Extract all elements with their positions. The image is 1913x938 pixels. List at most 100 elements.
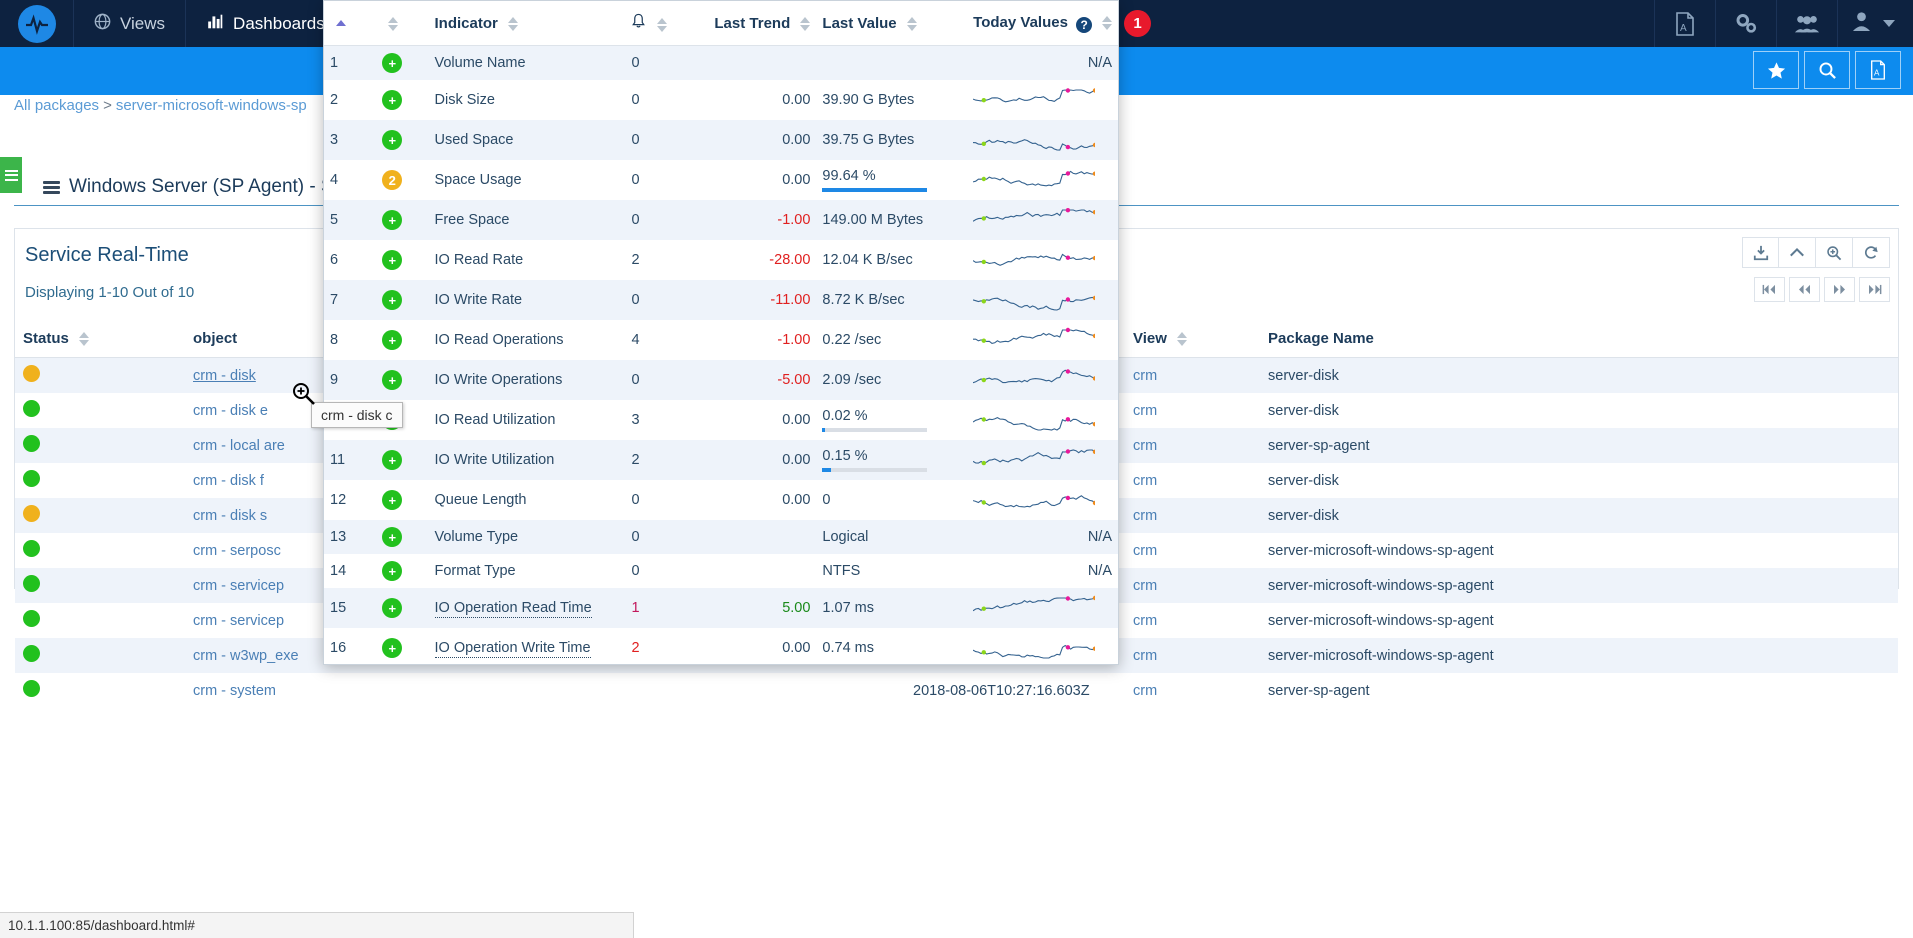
indicator-row[interactable]: 12 + Queue Length 0 0.00 0 <box>324 480 1118 520</box>
object-link[interactable]: crm - servicep <box>193 612 285 629</box>
view-link[interactable]: crm <box>1133 402 1158 419</box>
sort-icon-index[interactable] <box>336 19 346 28</box>
col-index[interactable] <box>324 1 377 46</box>
expand-badge[interactable]: + <box>382 290 403 310</box>
indicator-row[interactable]: 14 + Format Type 0 NTFS N/A <box>324 554 1118 588</box>
expand-cell[interactable]: + <box>376 520 428 554</box>
collapse-up-icon[interactable] <box>1779 237 1816 268</box>
expand-badge[interactable]: + <box>382 638 403 658</box>
next-page-button[interactable] <box>1824 277 1855 302</box>
expand-cell[interactable]: + <box>376 628 428 664</box>
indicator-name[interactable]: IO Operation Write Time <box>434 640 591 658</box>
indicator-name[interactable]: Used Space <box>434 132 514 148</box>
expand-cell[interactable]: + <box>376 554 428 588</box>
view-link[interactable]: crm <box>1133 647 1158 664</box>
expand-cell[interactable]: + <box>376 320 428 360</box>
notification-badge[interactable]: 1 <box>1124 10 1151 37</box>
sort-icon-today-values[interactable] <box>1102 15 1113 30</box>
view-link[interactable]: crm <box>1133 612 1158 629</box>
view-link[interactable]: crm <box>1133 507 1158 524</box>
expand-badge[interactable]: + <box>382 53 403 73</box>
indicator-row[interactable]: 9 + IO Write Operations 0 -5.00 2.09 /sec <box>324 360 1118 400</box>
col-status[interactable]: Status <box>15 320 185 358</box>
prev-page-button[interactable] <box>1789 277 1820 302</box>
sort-icon-last-value[interactable] <box>906 16 917 31</box>
indicator-name[interactable]: Queue Length <box>434 492 527 508</box>
indicator-name[interactable]: Volume Name <box>434 55 526 71</box>
indicator-name[interactable]: IO Write Operations <box>434 372 563 388</box>
indicator-name[interactable]: IO Read Operations <box>434 332 564 348</box>
expand-badge[interactable]: + <box>382 330 403 350</box>
object-link[interactable]: crm - disk s <box>193 507 268 524</box>
expand-cell[interactable]: 2 <box>376 160 428 200</box>
expand-badge[interactable]: + <box>382 130 403 150</box>
expand-badge[interactable]: + <box>382 598 403 618</box>
indicator-row[interactable]: 16 + IO Operation Write Time 2 0.00 0.74 ms <box>324 628 1118 664</box>
col-last-value[interactable]: Last Value <box>816 1 968 46</box>
expand-badge[interactable]: + <box>382 210 403 230</box>
expand-badge[interactable]: + <box>382 527 403 547</box>
user-menu[interactable] <box>1837 0 1913 47</box>
breadcrumb-all-packages[interactable]: All packages <box>14 97 100 114</box>
col-indicator[interactable]: Indicator <box>428 1 626 46</box>
indicator-row[interactable]: 13 + Volume Type 0 Logical N/A <box>324 520 1118 554</box>
table-row[interactable]: crm - system 2018-08-06T10:27:16.603Z crm s… <box>15 673 1898 708</box>
view-link[interactable]: crm <box>1133 542 1158 559</box>
first-page-button[interactable] <box>1754 277 1785 302</box>
indicator-name[interactable]: Volume Type <box>434 529 519 545</box>
view-link[interactable]: crm <box>1133 367 1158 384</box>
view-link[interactable]: crm <box>1133 472 1158 489</box>
indicator-row[interactable]: 15 + IO Operation Read Time 1 5.00 1.07 ms <box>324 588 1118 628</box>
expand-cell[interactable]: + <box>376 588 428 628</box>
view-link[interactable]: crm <box>1133 437 1158 454</box>
col-view[interactable]: View <box>1125 320 1260 358</box>
brand-logo[interactable] <box>0 0 73 47</box>
expand-badge[interactable]: + <box>382 370 403 390</box>
object-link[interactable]: crm - w3wp_exe <box>193 647 299 664</box>
indicator-row[interactable]: 11 + IO Write Utilization 2 0.00 0.15 % <box>324 440 1118 480</box>
breadcrumb-current[interactable]: server-microsoft-windows-sp <box>115 97 307 114</box>
col-today-values[interactable]: Today Values ? <box>967 1 1118 46</box>
col-alarm[interactable] <box>625 1 696 46</box>
refresh-icon[interactable] <box>1853 237 1890 268</box>
indicator-name[interactable]: IO Read Rate <box>434 252 524 268</box>
indicator-name[interactable]: Disk Size <box>434 92 495 108</box>
indicator-name[interactable]: Space Usage <box>434 172 522 188</box>
download-icon[interactable] <box>1742 237 1779 268</box>
sort-icon-expand[interactable] <box>388 16 399 31</box>
sort-icon-status[interactable] <box>79 332 90 347</box>
expand-badge[interactable]: + <box>382 90 403 110</box>
expand-badge[interactable]: + <box>382 490 403 510</box>
view-link[interactable]: crm <box>1133 577 1158 594</box>
pdf-button[interactable]: A <box>1855 51 1901 89</box>
expand-cell[interactable]: + <box>376 280 428 320</box>
col-last-trend[interactable]: Last Trend <box>695 1 817 46</box>
expand-badge[interactable]: + <box>382 561 403 581</box>
sort-icon-last-trend[interactable] <box>800 16 811 31</box>
search-button[interactable] <box>1804 51 1850 89</box>
indicator-name[interactable]: Free Space <box>434 212 510 228</box>
object-link[interactable]: crm - local are <box>193 437 285 454</box>
indicator-row[interactable]: 2 + Disk Size 0 0.00 39.90 G Bytes <box>324 80 1118 120</box>
object-link[interactable]: crm - system <box>193 682 276 699</box>
indicator-name[interactable]: IO Read Utilization <box>434 412 556 428</box>
sort-icon-alarm[interactable] <box>656 18 667 33</box>
notification-badge-wrapper[interactable]: 1 <box>1124 10 1151 37</box>
expand-cell[interactable]: + <box>376 46 428 81</box>
object-link[interactable]: crm - disk f <box>193 472 264 489</box>
indicator-name[interactable]: IO Write Utilization <box>434 452 555 468</box>
view-link[interactable]: crm <box>1133 682 1158 699</box>
expand-cell[interactable]: + <box>376 120 428 160</box>
favorite-star-button[interactable] <box>1753 51 1799 89</box>
col-package-name[interactable]: Package Name <box>1260 320 1898 358</box>
indicator-row[interactable]: 8 + IO Read Operations 4 -1.00 0.22 /sec <box>324 320 1118 360</box>
indicator-name[interactable]: Format Type <box>434 563 516 579</box>
help-icon[interactable]: ? <box>1076 16 1093 33</box>
pdf-export-icon[interactable]: A <box>1654 0 1715 47</box>
object-link[interactable]: crm - serposc <box>193 542 281 559</box>
indicator-row[interactable]: 4 2 Space Usage 0 0.00 99.64 % <box>324 160 1118 200</box>
object-link[interactable]: crm - disk <box>193 367 256 384</box>
object-link[interactable]: crm - servicep <box>193 577 285 594</box>
indicator-name[interactable]: IO Write Rate <box>434 292 523 308</box>
